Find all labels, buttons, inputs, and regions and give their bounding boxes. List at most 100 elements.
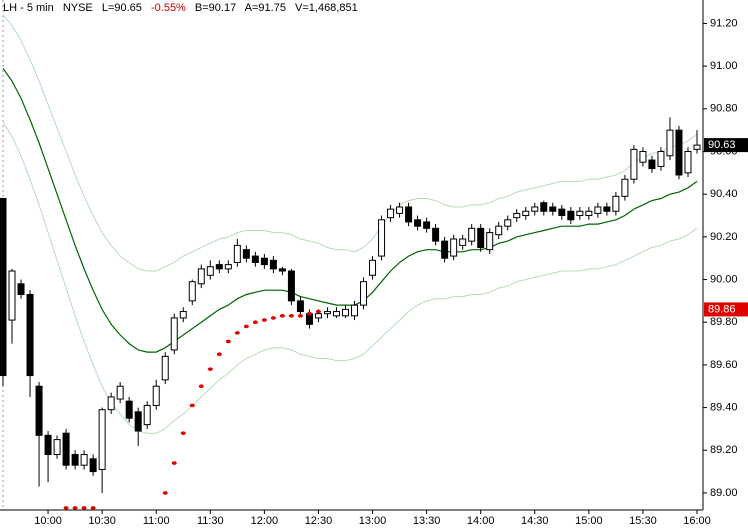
candle-body bbox=[639, 151, 647, 163]
candle-body bbox=[242, 249, 250, 259]
volume: V=1,468,851 bbox=[295, 2, 358, 14]
candle-body bbox=[215, 264, 223, 270]
candle-body bbox=[35, 385, 43, 436]
candle-body bbox=[224, 264, 232, 270]
sar-dot bbox=[180, 431, 186, 435]
y-tick-label: 89.00 bbox=[710, 487, 738, 499]
change: -0.55% bbox=[151, 2, 186, 14]
symbol: LH - 5 min bbox=[3, 2, 54, 14]
sar-dot bbox=[252, 320, 258, 325]
candle-body bbox=[549, 206, 557, 212]
candle-body bbox=[648, 159, 656, 170]
candle-body bbox=[576, 210, 584, 217]
sar-dot bbox=[288, 314, 294, 318]
last: L=90.65 bbox=[102, 2, 142, 14]
candle-body bbox=[17, 283, 25, 295]
candle-body bbox=[323, 311, 331, 315]
candle-body bbox=[423, 221, 431, 229]
candle-body bbox=[612, 195, 620, 212]
candle-body bbox=[378, 219, 386, 257]
price-tag-label: 89.86 bbox=[708, 303, 736, 315]
plot-area bbox=[0, 14, 701, 510]
candle-body bbox=[396, 206, 404, 214]
y-tick-label: 89.20 bbox=[710, 444, 738, 456]
x-tick-label: 12:00 bbox=[251, 515, 279, 527]
sar-dot bbox=[297, 314, 303, 318]
candle-body bbox=[71, 454, 79, 466]
candle-body bbox=[260, 257, 268, 266]
candle-body bbox=[179, 311, 187, 319]
x-tick-label: 10:30 bbox=[88, 515, 116, 527]
sar-dot bbox=[90, 506, 96, 510]
candle-body bbox=[44, 434, 52, 456]
candle-body bbox=[53, 439, 61, 456]
sar-dot bbox=[198, 384, 204, 389]
candle-body bbox=[585, 210, 593, 217]
y-tick-label: 90.20 bbox=[710, 231, 738, 243]
band-line bbox=[2, 14, 698, 272]
candle-body bbox=[459, 238, 467, 246]
candle-body bbox=[405, 206, 413, 223]
y-tick-label: 90.80 bbox=[710, 103, 738, 115]
candle-body bbox=[540, 202, 548, 212]
price-tag bbox=[704, 138, 748, 153]
sar-dot bbox=[171, 461, 177, 465]
candle-body bbox=[197, 268, 205, 285]
candle-body bbox=[630, 148, 638, 180]
candle-body bbox=[188, 281, 196, 302]
sar-dot bbox=[225, 339, 231, 344]
y-tick-label: 89.80 bbox=[710, 316, 738, 328]
y-tick-label: 89.60 bbox=[710, 359, 738, 371]
candle-body bbox=[594, 206, 602, 214]
candle-body bbox=[26, 293, 34, 377]
header: LH - 5 min NYSE L=90.65 -0.55% B=90.17 A… bbox=[3, 2, 358, 14]
candle-body bbox=[143, 404, 151, 426]
ask: A=91.75 bbox=[245, 2, 286, 14]
x-tick-label: 12:30 bbox=[305, 515, 333, 527]
candle-body bbox=[287, 270, 295, 302]
candle-body bbox=[269, 259, 277, 270]
candle-body bbox=[206, 266, 214, 276]
band-line bbox=[2, 67, 698, 353]
price-tag-label: 90.63 bbox=[708, 139, 736, 151]
candle-body bbox=[80, 454, 88, 466]
y-tick-label: 89.40 bbox=[710, 401, 738, 413]
sar-dot bbox=[306, 311, 312, 316]
candle-body bbox=[360, 281, 368, 306]
sar-dot bbox=[270, 316, 276, 320]
candle-body bbox=[504, 219, 512, 227]
candle-body bbox=[666, 129, 674, 157]
x-tick-label: 14:30 bbox=[521, 515, 549, 527]
candle-body bbox=[296, 300, 304, 313]
candle-body bbox=[531, 206, 539, 212]
candle-body bbox=[251, 255, 259, 263]
candle-body bbox=[8, 270, 16, 321]
sar-dot bbox=[243, 324, 249, 329]
x-tick-label: 11:00 bbox=[143, 515, 170, 527]
y-tick-label: 91.00 bbox=[710, 60, 738, 72]
candle-body bbox=[414, 219, 422, 227]
candle-body bbox=[116, 385, 124, 400]
sar-dot bbox=[315, 309, 321, 314]
x-tick-label: 14:00 bbox=[467, 515, 495, 527]
candle-body bbox=[89, 458, 97, 473]
sar-dot bbox=[207, 367, 213, 371]
candle-body bbox=[152, 385, 160, 406]
candle-body bbox=[477, 227, 485, 249]
x-tick-label: 13:30 bbox=[413, 515, 441, 527]
candle-body bbox=[134, 411, 142, 432]
exchange: NYSE bbox=[63, 2, 93, 14]
candle-body bbox=[341, 308, 349, 317]
sar-dot bbox=[279, 314, 285, 318]
candle-body bbox=[522, 210, 530, 217]
y-tick-label: 90.40 bbox=[710, 188, 738, 200]
candle-body bbox=[495, 225, 503, 236]
sar-dot bbox=[81, 506, 87, 510]
candle-body bbox=[98, 409, 106, 470]
candle-body bbox=[62, 432, 70, 466]
candle-body bbox=[233, 244, 241, 263]
sar-dot bbox=[189, 403, 195, 408]
y-tick-label: 91.20 bbox=[710, 17, 738, 29]
candle-body bbox=[170, 317, 178, 351]
